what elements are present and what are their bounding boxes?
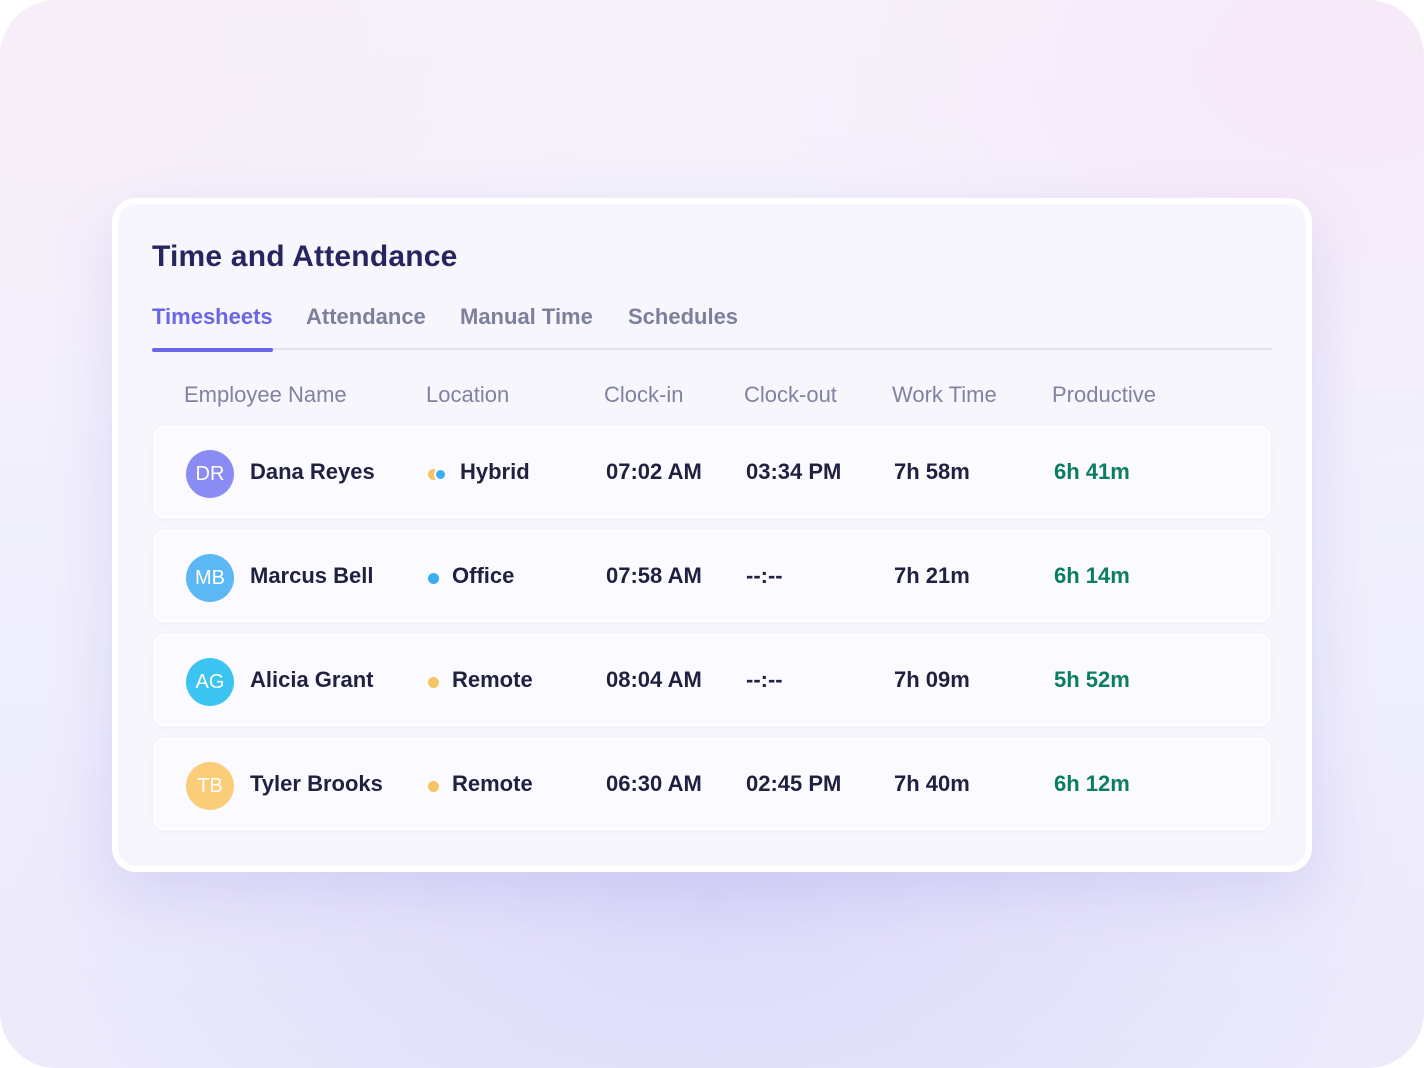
avatar: AG xyxy=(186,658,234,706)
column-header-clock-in[interactable]: Clock-in xyxy=(604,382,684,407)
clock-in-time: 06:30 AM xyxy=(606,771,702,796)
office-dot-icon xyxy=(428,573,439,584)
time-attendance-card: Time and Attendance Timesheets Attendanc… xyxy=(112,198,1312,872)
clock-in-time: 08:04 AM xyxy=(606,667,702,692)
column-header-work-time[interactable]: Work Time xyxy=(892,382,997,407)
work-time: 7h 40m xyxy=(894,771,970,796)
column-header-productive[interactable]: Productive xyxy=(1052,382,1156,407)
clock-in-time: 07:58 AM xyxy=(606,563,702,588)
remote-dot-icon xyxy=(428,781,439,792)
column-header-clock-out[interactable]: Clock-out xyxy=(744,382,837,407)
location-label: Remote xyxy=(452,667,533,692)
page-title: Time and Attendance xyxy=(152,240,458,273)
clock-out-time: 02:45 PM xyxy=(746,771,842,796)
avatar: MB xyxy=(186,554,234,602)
location-label: Office xyxy=(452,563,515,588)
table-row[interactable]: DR Dana Reyes Hybrid 07:02 AM 03:34 PM 7… xyxy=(154,426,1270,518)
employee-name: Marcus Bell xyxy=(250,563,374,588)
table-header: Employee Name Location Clock-in Clock-ou… xyxy=(118,382,1306,414)
column-header-employee-name[interactable]: Employee Name xyxy=(184,382,347,407)
table-row[interactable]: MB Marcus Bell Office 07:58 AM --:-- 7h … xyxy=(154,530,1270,622)
clock-out-time: 03:34 PM xyxy=(746,459,842,484)
productive-time: 6h 41m xyxy=(1054,459,1130,484)
location-label: Hybrid xyxy=(460,459,530,484)
tab-schedules[interactable]: Schedules xyxy=(628,304,739,329)
productive-time: 5h 52m xyxy=(1054,667,1130,692)
tab-bar: Timesheets Attendance Manual Time Schedu… xyxy=(152,304,1272,352)
avatar: TB xyxy=(186,762,234,810)
employee-name: Dana Reyes xyxy=(250,459,375,484)
tab-manual-time[interactable]: Manual Time xyxy=(460,304,593,329)
clock-out-time: --:-- xyxy=(746,563,783,588)
table-row[interactable]: TB Tyler Brooks Remote 06:30 AM 02:45 PM… xyxy=(154,738,1270,830)
clock-out-time: --:-- xyxy=(746,667,783,692)
work-time: 7h 21m xyxy=(894,563,970,588)
table-row[interactable]: AG Alicia Grant Remote 08:04 AM --:-- 7h… xyxy=(154,634,1270,726)
remote-dot-icon xyxy=(428,677,439,688)
work-time: 7h 09m xyxy=(894,667,970,692)
location-label: Remote xyxy=(452,771,533,796)
productive-time: 6h 14m xyxy=(1054,563,1130,588)
productive-time: 6h 12m xyxy=(1054,771,1130,796)
employee-name: Alicia Grant xyxy=(250,667,374,692)
employee-name: Tyler Brooks xyxy=(250,771,383,796)
clock-in-time: 07:02 AM xyxy=(606,459,702,484)
work-time: 7h 58m xyxy=(894,459,970,484)
tab-attendance[interactable]: Attendance xyxy=(306,304,426,329)
tab-timesheets[interactable]: Timesheets xyxy=(152,304,273,352)
avatar: DR xyxy=(186,450,234,498)
column-header-location[interactable]: Location xyxy=(426,382,510,407)
